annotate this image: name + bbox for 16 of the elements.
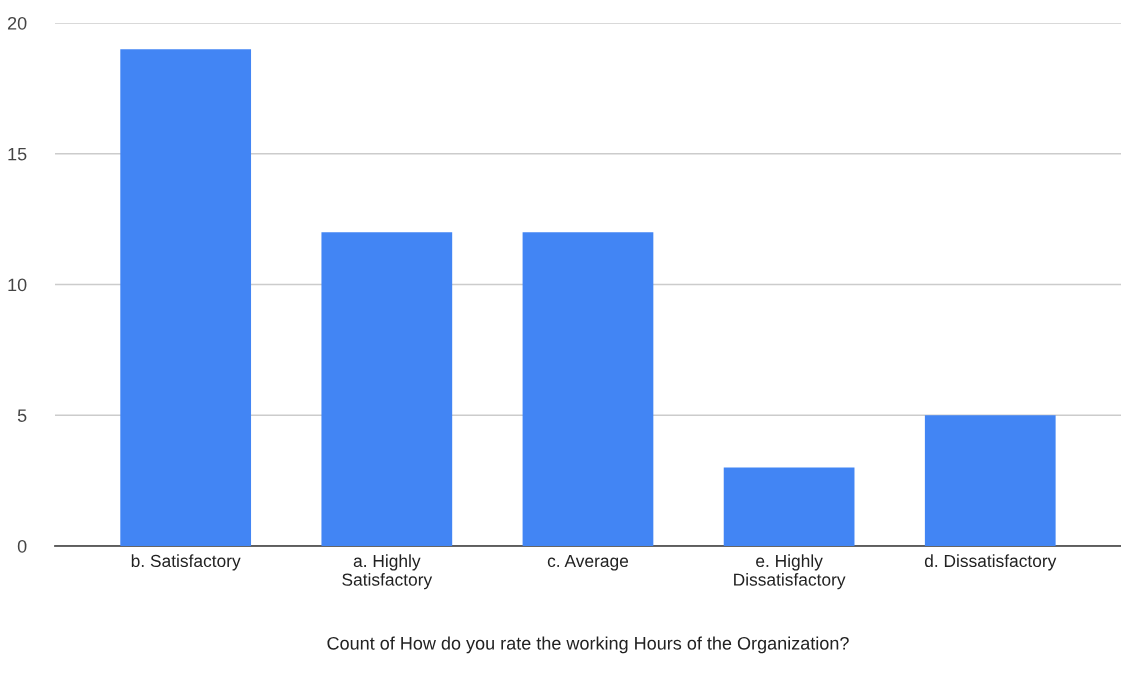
bar (924, 415, 1056, 546)
y-tick-label: 15 (8, 147, 27, 161)
x-axis-title: Count of How do you rate the working Hours of the Organization? (327, 636, 849, 654)
y-tick-label: 10 (8, 278, 27, 292)
x-tick-label: c. Average (547, 554, 629, 571)
x-tick-label: e. Highly Dissatisfactory (734, 554, 846, 590)
x-tick-label: b. Satisfactory (131, 554, 241, 571)
x-tick-label: a. Highly Satisfactory (342, 554, 433, 590)
bar (723, 467, 855, 546)
bar (120, 49, 252, 546)
y-tick-label: 20 (7, 16, 27, 30)
y-tick-label: 5 (17, 409, 27, 422)
bar (321, 232, 453, 546)
bar (522, 232, 654, 546)
x-tick-label: d. Dissatisfactory (924, 554, 1057, 571)
y-tick-label: 0 (17, 539, 27, 553)
